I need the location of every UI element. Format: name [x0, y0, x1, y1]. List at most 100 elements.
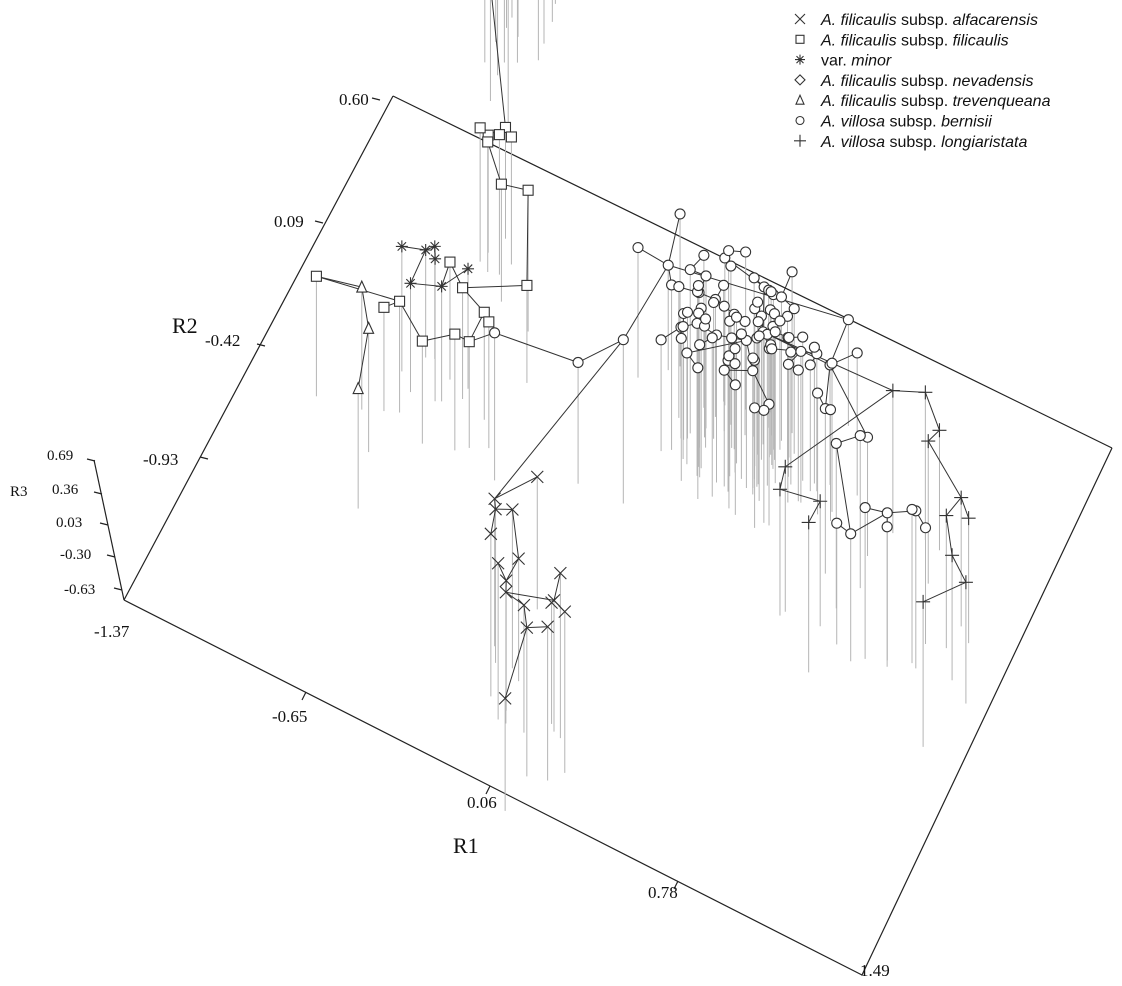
x-marker [545, 596, 558, 610]
tree-link [505, 591, 525, 606]
circle-marker [826, 357, 838, 369]
top-frame-edge [392, 95, 1113, 449]
plus-marker [918, 385, 933, 400]
plus-marker [961, 511, 976, 526]
plus-marker [958, 575, 973, 590]
legend-label: var. minor [821, 53, 892, 70]
circle-marker [831, 517, 843, 529]
tree-link [526, 190, 529, 286]
circle-marker [692, 279, 704, 292]
plus-marker [778, 459, 793, 474]
asterisk-marker [462, 262, 475, 275]
asterisk-marker [428, 240, 441, 253]
circle-marker [698, 249, 710, 261]
circle-marker [859, 502, 871, 514]
tree-link [927, 429, 940, 442]
circle-marker [718, 300, 730, 312]
circle-marker [675, 332, 687, 344]
tree-link [316, 275, 362, 288]
x-marker [489, 502, 502, 516]
circle-marker [693, 307, 705, 319]
circle-marker [824, 404, 837, 416]
tree-link [410, 249, 427, 284]
r3-tick-mark [106, 554, 116, 558]
tree-link [357, 328, 370, 389]
square-marker [444, 256, 456, 268]
circle-marker [854, 430, 866, 442]
plus-marker [801, 515, 816, 530]
tree-link [577, 339, 624, 363]
x-marker [484, 527, 498, 541]
square-marker [482, 136, 494, 148]
x-marker [530, 470, 544, 484]
circle-marker [730, 311, 743, 323]
tree-link [924, 392, 940, 431]
r2-tick-label: 0.09 [274, 212, 304, 231]
circle-marker [740, 246, 752, 258]
tree-link [494, 498, 497, 510]
circle-marker [718, 279, 730, 291]
circle-marker [692, 362, 704, 374]
tree-link [494, 476, 538, 500]
tree-link [686, 339, 747, 354]
r3-axis-ticks: 0.69 0.36 0.03 -0.30 -0.63 [47, 448, 123, 598]
circle-marker [632, 242, 644, 254]
tree-link [462, 284, 527, 289]
tree-link [667, 213, 681, 266]
tree-link [637, 247, 669, 266]
tree-link [505, 591, 555, 601]
x-marker [499, 574, 513, 588]
circle-marker [748, 272, 760, 284]
circle-marker [786, 266, 798, 278]
tree-link [491, 0, 506, 128]
asterisk-marker [419, 243, 432, 256]
tree-link [752, 370, 770, 405]
plus-marker [939, 508, 954, 523]
r1-axis-ticks: -1.37 -0.65 0.06 0.78 1.49 [94, 622, 890, 980]
r2-tick-label: -0.93 [143, 450, 178, 469]
r1-tick-label: 0.06 [467, 793, 497, 812]
square-marker [416, 335, 428, 347]
plus-marker [932, 423, 947, 438]
plus-marker [772, 482, 787, 497]
circle-marker [774, 315, 786, 327]
plus-marker [813, 494, 828, 509]
r1-tick-mark [485, 785, 491, 795]
square-marker [478, 306, 490, 318]
tree-link [808, 501, 821, 523]
x-marker [558, 605, 572, 619]
circle-marker [726, 332, 738, 344]
legend-item: var. minor [795, 53, 892, 70]
legend-item: A. villosa subsp. longiaristata [794, 134, 1027, 151]
plus-marker [916, 594, 931, 609]
tree-link [779, 488, 821, 502]
square-marker [463, 336, 475, 348]
asterisk-icon [795, 54, 805, 65]
r3-tick-mark [93, 491, 103, 495]
circle-marker [681, 347, 693, 359]
legend-label: A. filicaulis subsp. nevadensis [820, 73, 1034, 90]
circle-marker [788, 303, 800, 315]
r1-tick-label: 1.49 [860, 961, 890, 980]
tree-link [553, 573, 561, 601]
r2-tick-mark [256, 343, 266, 347]
asterisk-marker [395, 240, 408, 253]
circle-marker [747, 352, 759, 364]
x-marker [499, 585, 513, 599]
r3-axis-title: R3 [10, 484, 28, 500]
x-marker [512, 552, 526, 566]
circle-marker [747, 365, 759, 377]
r3-tick-mark [86, 458, 96, 462]
tree-link [951, 555, 967, 583]
tree-link [762, 286, 765, 332]
circle-marker [768, 308, 781, 320]
circle-marker [735, 328, 747, 340]
tree-link [927, 440, 962, 498]
tree-link [945, 497, 962, 516]
circle-marker [729, 379, 741, 391]
circle-marker [758, 404, 770, 416]
circle-marker [830, 437, 842, 449]
square-marker [495, 178, 507, 190]
square-marker [483, 316, 495, 328]
tree-link [829, 364, 868, 438]
